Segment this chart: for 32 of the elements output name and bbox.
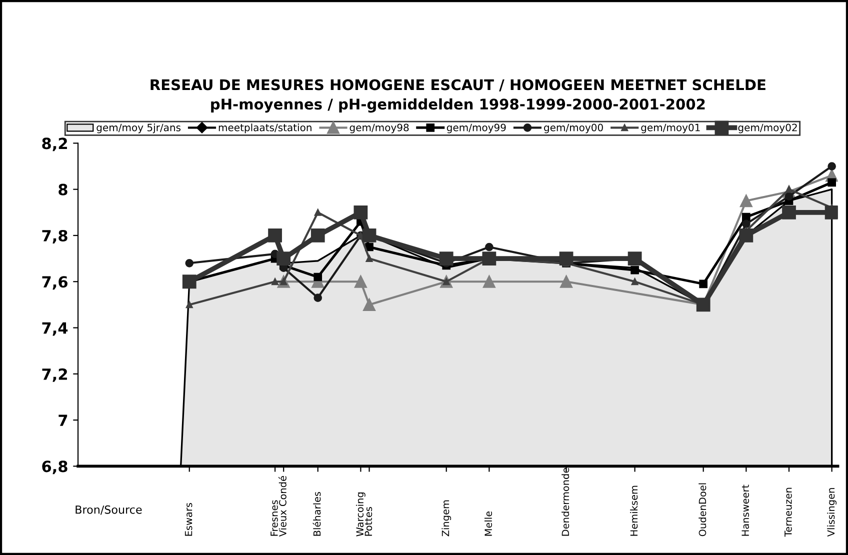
y-tick-label: 7,6: [42, 276, 68, 290]
x-tick-label: Hemiksem: [630, 486, 638, 536]
y-tick-label: 6,8: [42, 460, 68, 474]
y-tick-label: 8: [58, 184, 68, 196]
x-tick-label: Dendermonde: [562, 468, 570, 536]
legend-label: gem/moy00: [544, 124, 603, 134]
y-tick-label: 7,2: [42, 368, 67, 382]
y-tick-label: 7,4: [42, 322, 68, 336]
legend-label: gem/moy99: [446, 124, 506, 134]
x-tick-label: Melle: [484, 511, 492, 536]
chart-title: RESEAU DE MESURES HOMOGENE ESCAUT / HOMOGEEN MEETNET SCHELDE: [150, 79, 766, 92]
x-tick-label: OudenDoel: [698, 483, 706, 536]
legend-label: gem/moy 5jr/ans: [96, 124, 181, 134]
x-tick-label: Hansweert: [742, 484, 749, 536]
y-tick-label: 8,2: [42, 138, 67, 152]
y-tick-label: 7: [58, 414, 68, 426]
x-tick-label: Vlissingen: [827, 488, 837, 537]
x-tick-label: Bléharles: [312, 492, 321, 536]
x-tick-label: Warcoing: [356, 492, 366, 536]
legend-label: gem/moy01: [641, 124, 700, 134]
legend-label: meetplaats/station: [218, 124, 312, 134]
x-tick-label: Pottes: [364, 507, 372, 536]
x-tick-label: Fresnes: [270, 500, 278, 536]
text: Bron/Source: [76, 505, 142, 515]
legend-label: gem/moy98: [350, 124, 409, 134]
x-tick-label: Vieux Condé: [278, 476, 286, 537]
x-tick-label: Eswars: [184, 502, 192, 536]
chart-subtitle: pH-moyennes / pH-gemiddelden 1998-1999-2000-2001-2002: [211, 98, 705, 113]
legend-label: gem/moy02: [738, 124, 797, 134]
x-tick-label: Terneuzen: [784, 488, 792, 537]
y-tick-label: 7,8: [42, 230, 68, 244]
x-tick-label: Zingem: [442, 500, 452, 536]
